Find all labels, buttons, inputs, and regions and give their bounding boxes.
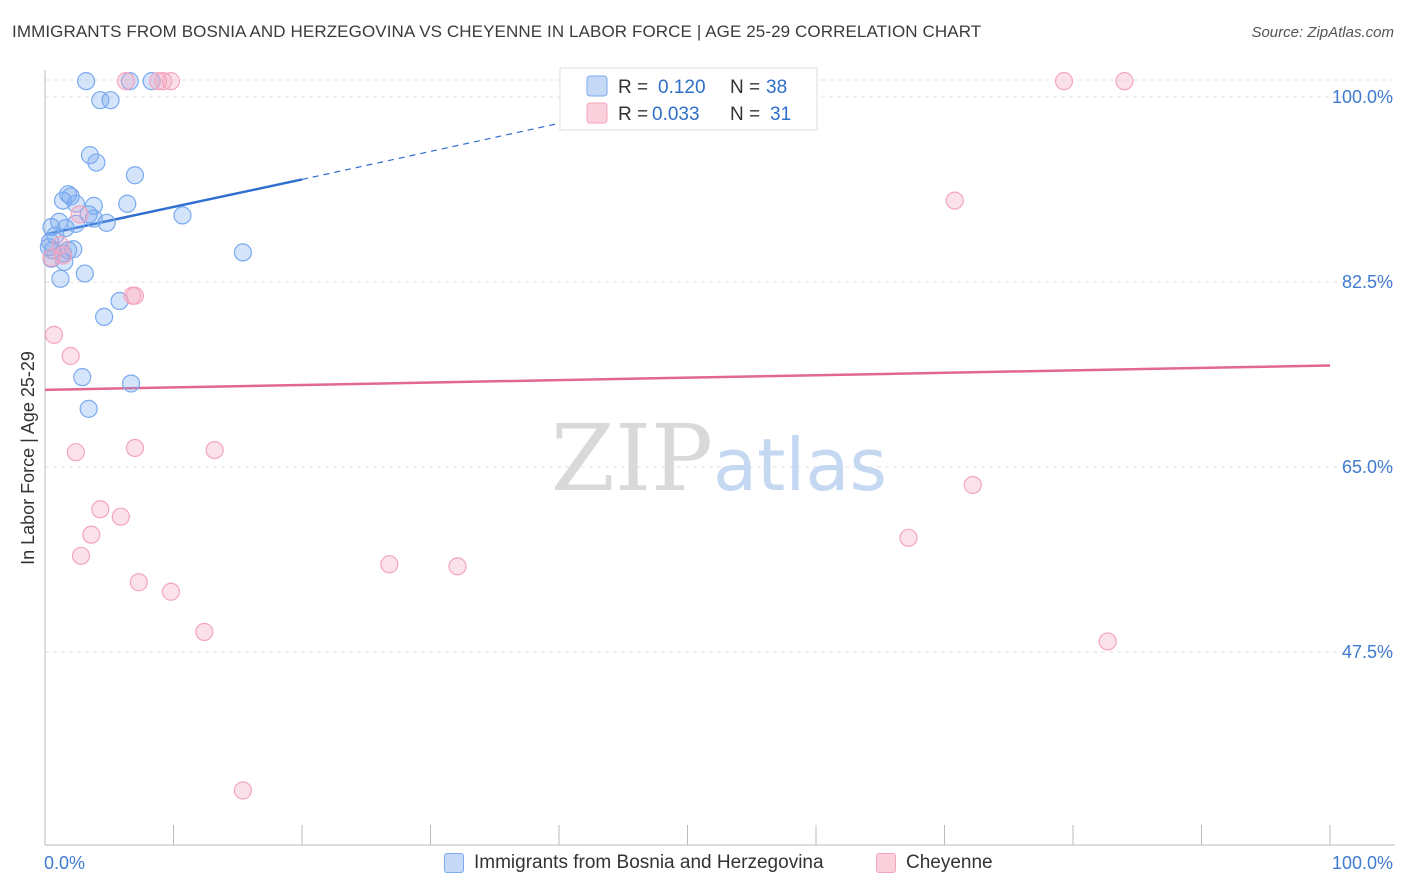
trend-line-cheyenne [44,364,1331,392]
x-tick-label-1: 100.0% [1332,853,1393,873]
point-cheyenne-24 [129,573,148,592]
point-cheyenne-27 [1098,632,1117,651]
point-cheyenne-21 [71,546,91,565]
point-bosnia-35 [95,307,114,326]
legend-swatch-blue [586,75,608,97]
y-tick-labels: 47.5% 65.0% 82.5% 100.0% [1332,87,1393,662]
point-cheyenne-7 [70,205,89,224]
point-cheyenne-17 [91,500,110,519]
point-cheyenne-5 [1115,72,1134,91]
point-cheyenne-30 [51,235,70,255]
chart-title: IMMIGRANTS FROM BOSNIA AND HERZEGOVINA V… [12,22,982,41]
legend-n-value-2: 31 [770,104,791,125]
legend-n-label-2: N = [730,104,760,125]
bottom-legend-label-cheyenne: Cheyenne [906,852,993,873]
point-bosnia-29 [233,243,252,262]
bottom-legend-item-cheyenne: Cheyenne [876,852,993,874]
point-bosnia-11 [66,194,85,213]
y-tick-label-2: 82.5% [1342,272,1393,292]
point-cheyenne-28 [233,781,252,800]
point-cheyenne-6 [945,191,964,210]
legend-n-value-1: 38 [766,77,787,98]
point-cheyenne-3 [161,72,181,91]
legend-r-label-2: R = [618,104,648,125]
watermark-atlas: atlas [713,423,887,507]
point-cheyenne-2 [154,72,173,91]
point-bosnia-19 [66,214,85,233]
point-bosnia-36 [73,368,92,387]
point-cheyenne-16 [963,475,982,495]
point-cheyenne-15 [205,440,224,460]
point-bosnia-32 [75,264,94,283]
point-bosnia-33 [51,269,70,288]
point-bosnia-38 [79,399,98,418]
point-bosnia-17 [173,206,192,225]
watermark: ZIP atlas [551,405,887,512]
point-cheyenne-18 [111,507,130,526]
x-tick-label-0: 0.0% [44,853,85,873]
grid-lines [45,79,1395,653]
point-bosnia-21 [56,218,75,238]
point-cheyenne-1 [148,72,168,91]
point-cheyenne-26 [195,622,214,642]
point-bosnia-4 [101,91,120,110]
trend-line-bosnia-dashed [301,114,598,181]
point-bosnia-13 [118,194,137,213]
point-cheyenne-4 [1054,72,1074,91]
point-cheyenne-10 [125,286,145,305]
point-bosnia-1 [120,72,139,91]
legend-r-value-2: 0.033 [652,104,700,125]
point-bosnia-0 [77,72,96,91]
point-cheyenne-14 [66,443,85,462]
point-bosnia-12 [84,196,103,215]
point-bosnia-6 [87,153,106,172]
legend-swatch-pink [586,102,608,124]
point-bosnia-5 [80,146,100,165]
legend-box: R = 0.120 N = 38 R = 0.033 N = 31 [559,67,818,131]
point-bosnia-16 [97,213,116,232]
point-cheyenne-12 [61,346,80,366]
point-cheyenne-13 [125,438,145,458]
point-bosnia-20 [42,217,61,237]
y-axis-label: In Labor Force | Age 25-29 [18,351,38,565]
watermark-zip: ZIP [551,405,713,512]
bottom-legend-swatch-blue [444,853,464,873]
y-tick-label-0: 47.5% [1342,642,1393,662]
point-bosnia-3 [91,91,110,110]
y-tick-label-3: 100.0% [1332,87,1393,107]
point-cheyenne-22 [380,555,399,574]
bottom-legend-item-bosnia: Immigrants from Bosnia and Herzegovina [444,852,824,874]
axes [44,70,1395,846]
legend-r-label-1: R = [618,77,648,98]
data-points [39,72,1134,800]
bottom-legend-swatch-pink [876,853,896,873]
point-cheyenne-20 [899,528,918,547]
point-bosnia-37 [121,374,141,393]
point-cheyenne-19 [82,525,101,544]
legend-n-label-1: N = [730,77,760,98]
source-label: Source: ZipAtlas.com [1251,24,1394,41]
point-cheyenne-25 [161,582,181,601]
point-cheyenne-8 [53,246,73,265]
legend-r-value-1: 0.120 [658,77,706,98]
point-cheyenne-0 [116,72,136,91]
x-tick-labels: 0.0% 100.0% [44,853,1393,873]
point-cheyenne-11 [44,325,64,344]
y-tick-label-1: 65.0% [1342,457,1393,477]
point-bosnia-7 [125,166,145,185]
point-cheyenne-29 [42,248,61,267]
point-cheyenne-23 [448,557,467,576]
bottom-legend-label-bosnia: Immigrants from Bosnia and Herzegovina [474,852,824,873]
